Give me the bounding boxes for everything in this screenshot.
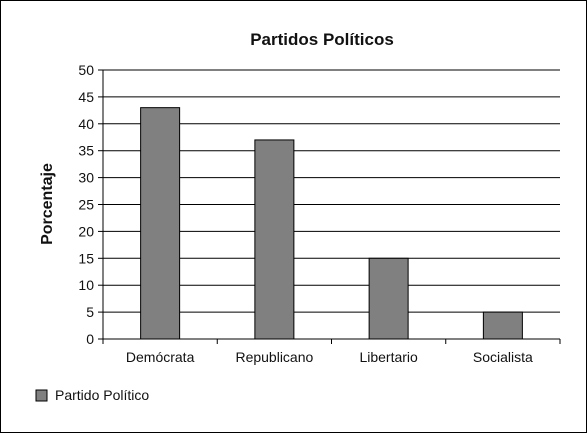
- y-tick-label: 15: [78, 250, 94, 266]
- x-category-label: Socialista: [473, 349, 533, 365]
- y-tick-label: 35: [78, 143, 94, 159]
- legend-swatch: [35, 389, 48, 402]
- y-tick-label: 10: [78, 277, 94, 293]
- y-tick-label: 30: [78, 170, 94, 186]
- x-category-label: Demócrata: [126, 349, 195, 365]
- legend-label: Partido Político: [55, 387, 149, 403]
- x-category-labels: Demócrata Republicano Libertario Socialista: [126, 349, 533, 365]
- y-tick-label: 40: [78, 116, 94, 132]
- y-tick-label: 25: [78, 197, 94, 213]
- x-category-label: Libertario: [359, 349, 418, 365]
- chart-title: Partidos Políticos: [250, 30, 394, 49]
- y-tick-label: 50: [78, 62, 94, 78]
- y-tick-labels: 0 5 10 15 20 25 30 35 40 45 50: [78, 62, 94, 347]
- y-axis-label: Porcentaje: [39, 163, 56, 245]
- bar-socialista: [482, 311, 523, 340]
- legend: Partido Político: [35, 387, 149, 403]
- y-tick-label: 20: [78, 223, 94, 239]
- x-category-label: Republicano: [235, 349, 313, 365]
- bar-demócrata: [140, 107, 181, 340]
- bar-libertario: [368, 257, 409, 340]
- y-tick-label: 45: [78, 89, 94, 105]
- bar-republicano: [254, 139, 295, 340]
- y-tick-label: 0: [86, 331, 94, 347]
- axes: [98, 69, 561, 344]
- y-tick-label: 5: [86, 304, 94, 320]
